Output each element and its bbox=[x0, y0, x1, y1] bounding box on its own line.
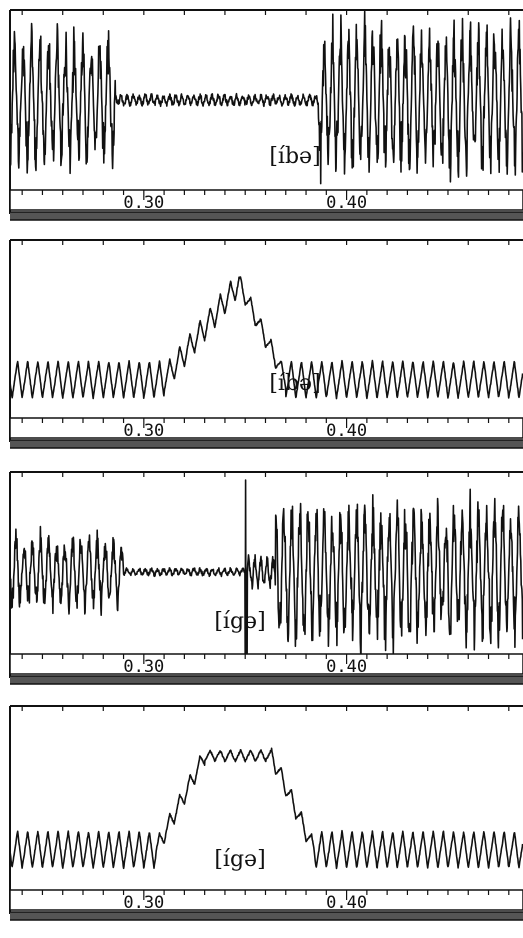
panel-separator-band bbox=[10, 912, 523, 920]
time-axis-strip bbox=[9, 189, 523, 211]
waveform-panel: 0.30 0.40 [ígə] bbox=[9, 705, 523, 921]
time-axis-strip bbox=[9, 653, 523, 675]
time-axis-strip bbox=[9, 417, 523, 439]
waveform-trace bbox=[9, 747, 523, 870]
waveform-panel: 0.30 0.40 [ígə] bbox=[9, 471, 523, 685]
time-tick-label: 0.40 bbox=[326, 193, 367, 213]
time-tick-label: 0.40 bbox=[326, 421, 367, 441]
time-tick-label: 0.30 bbox=[123, 893, 164, 913]
phonetic-label: [ígə] bbox=[214, 847, 265, 872]
phonetic-label: [ígə] bbox=[214, 609, 265, 634]
time-tick-label: 0.30 bbox=[123, 421, 164, 441]
phonetic-label: [íbə] bbox=[269, 371, 320, 396]
time-tick-label: 0.30 bbox=[123, 193, 164, 213]
time-tick-label: 0.40 bbox=[326, 893, 367, 913]
time-axis-strip bbox=[9, 889, 523, 911]
time-tick-label: 0.40 bbox=[326, 657, 367, 677]
panel-separator-band bbox=[10, 676, 523, 684]
waveform-trace bbox=[9, 10, 523, 185]
panel-separator-band bbox=[10, 440, 523, 448]
time-tick-label: 0.30 bbox=[123, 657, 164, 677]
phonetic-label: [íbə] bbox=[269, 144, 320, 169]
waveform-trace bbox=[9, 276, 523, 400]
waveform-trace bbox=[9, 479, 523, 665]
waveform-panel: 0.30 0.40 [íbə] bbox=[9, 239, 523, 449]
panel-separator-band bbox=[10, 212, 523, 220]
waveform-panel: 0.30 0.40 [íbə] bbox=[9, 9, 523, 221]
